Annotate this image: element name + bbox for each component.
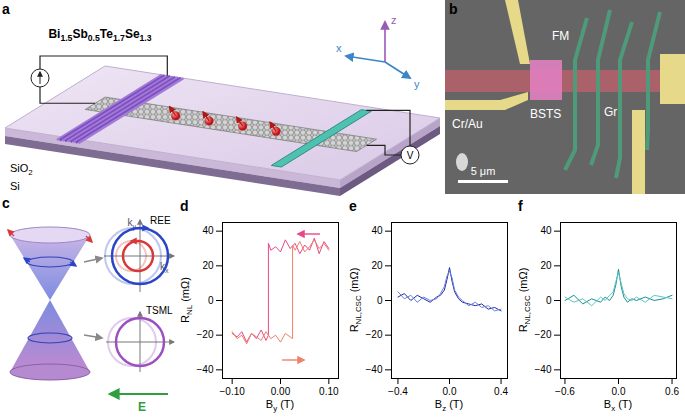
svg-text:By (T): By (T) [266, 398, 294, 413]
svg-text:0: 0 [546, 295, 552, 306]
svg-text:0.6: 0.6 [665, 386, 679, 397]
svg-text:0: 0 [208, 295, 214, 306]
svg-text:TSML: TSML [146, 305, 173, 316]
svg-text:−20: −20 [366, 329, 383, 340]
svg-text:a: a [2, 1, 10, 17]
svg-text:x: x [336, 42, 342, 54]
svg-text:0.10: 0.10 [319, 386, 339, 397]
svg-text:−20: −20 [535, 329, 552, 340]
svg-text:Bi1.5Sb0.5Te1.7Se1.3: Bi1.5Sb0.5Te1.7Se1.3 [48, 27, 151, 43]
svg-text:REE: REE [150, 215, 171, 226]
svg-text:40: 40 [371, 225, 383, 236]
svg-text:z: z [391, 14, 397, 26]
svg-text:Gr: Gr [604, 105, 617, 119]
svg-text:SiO2: SiO2 [10, 162, 33, 177]
svg-text:d: d [180, 198, 189, 214]
svg-text:e: e [349, 198, 357, 214]
svg-text:ky: ky [127, 217, 136, 231]
svg-text:Bx (T): Bx (T) [604, 398, 632, 413]
svg-text:0.00: 0.00 [271, 386, 291, 397]
svg-text:Si: Si [10, 180, 20, 192]
svg-text:−40: −40 [535, 364, 552, 375]
svg-text:kx: kx [160, 261, 169, 275]
svg-text:0: 0 [377, 295, 383, 306]
svg-text:f: f [518, 198, 523, 214]
svg-text:Bz (T): Bz (T) [435, 398, 463, 413]
svg-text:RNL (mΩ): RNL (mΩ) [179, 277, 194, 323]
svg-text:0.0: 0.0 [612, 386, 626, 397]
svg-text:0.0: 0.0 [443, 386, 457, 397]
svg-text:E: E [138, 400, 146, 414]
svg-text:5 μm: 5 μm [471, 165, 496, 177]
svg-text:0.4: 0.4 [494, 386, 508, 397]
svg-text:−0.10: −0.10 [220, 386, 246, 397]
svg-text:−40: −40 [197, 364, 214, 375]
svg-text:FM: FM [552, 29, 569, 43]
svg-text:BSTS: BSTS [530, 107, 561, 121]
svg-text:b: b [449, 1, 458, 17]
svg-text:RNL,CSC (mΩ): RNL,CSC (mΩ) [348, 268, 363, 333]
svg-text:y: y [414, 78, 420, 90]
svg-text:20: 20 [371, 260, 383, 271]
svg-text:V: V [407, 150, 414, 161]
svg-text:20: 20 [540, 260, 552, 271]
svg-text:−0.6: −0.6 [555, 386, 575, 397]
svg-text:40: 40 [540, 225, 552, 236]
svg-text:−20: −20 [197, 329, 214, 340]
svg-text:Cr/Au: Cr/Au [452, 117, 483, 131]
svg-text:20: 20 [202, 260, 214, 271]
svg-text:−0.4: −0.4 [388, 386, 408, 397]
svg-text:RNL,CSC (mΩ): RNL,CSC (mΩ) [517, 268, 532, 333]
svg-text:c: c [2, 195, 10, 211]
svg-text:40: 40 [202, 225, 214, 236]
svg-text:−40: −40 [366, 364, 383, 375]
